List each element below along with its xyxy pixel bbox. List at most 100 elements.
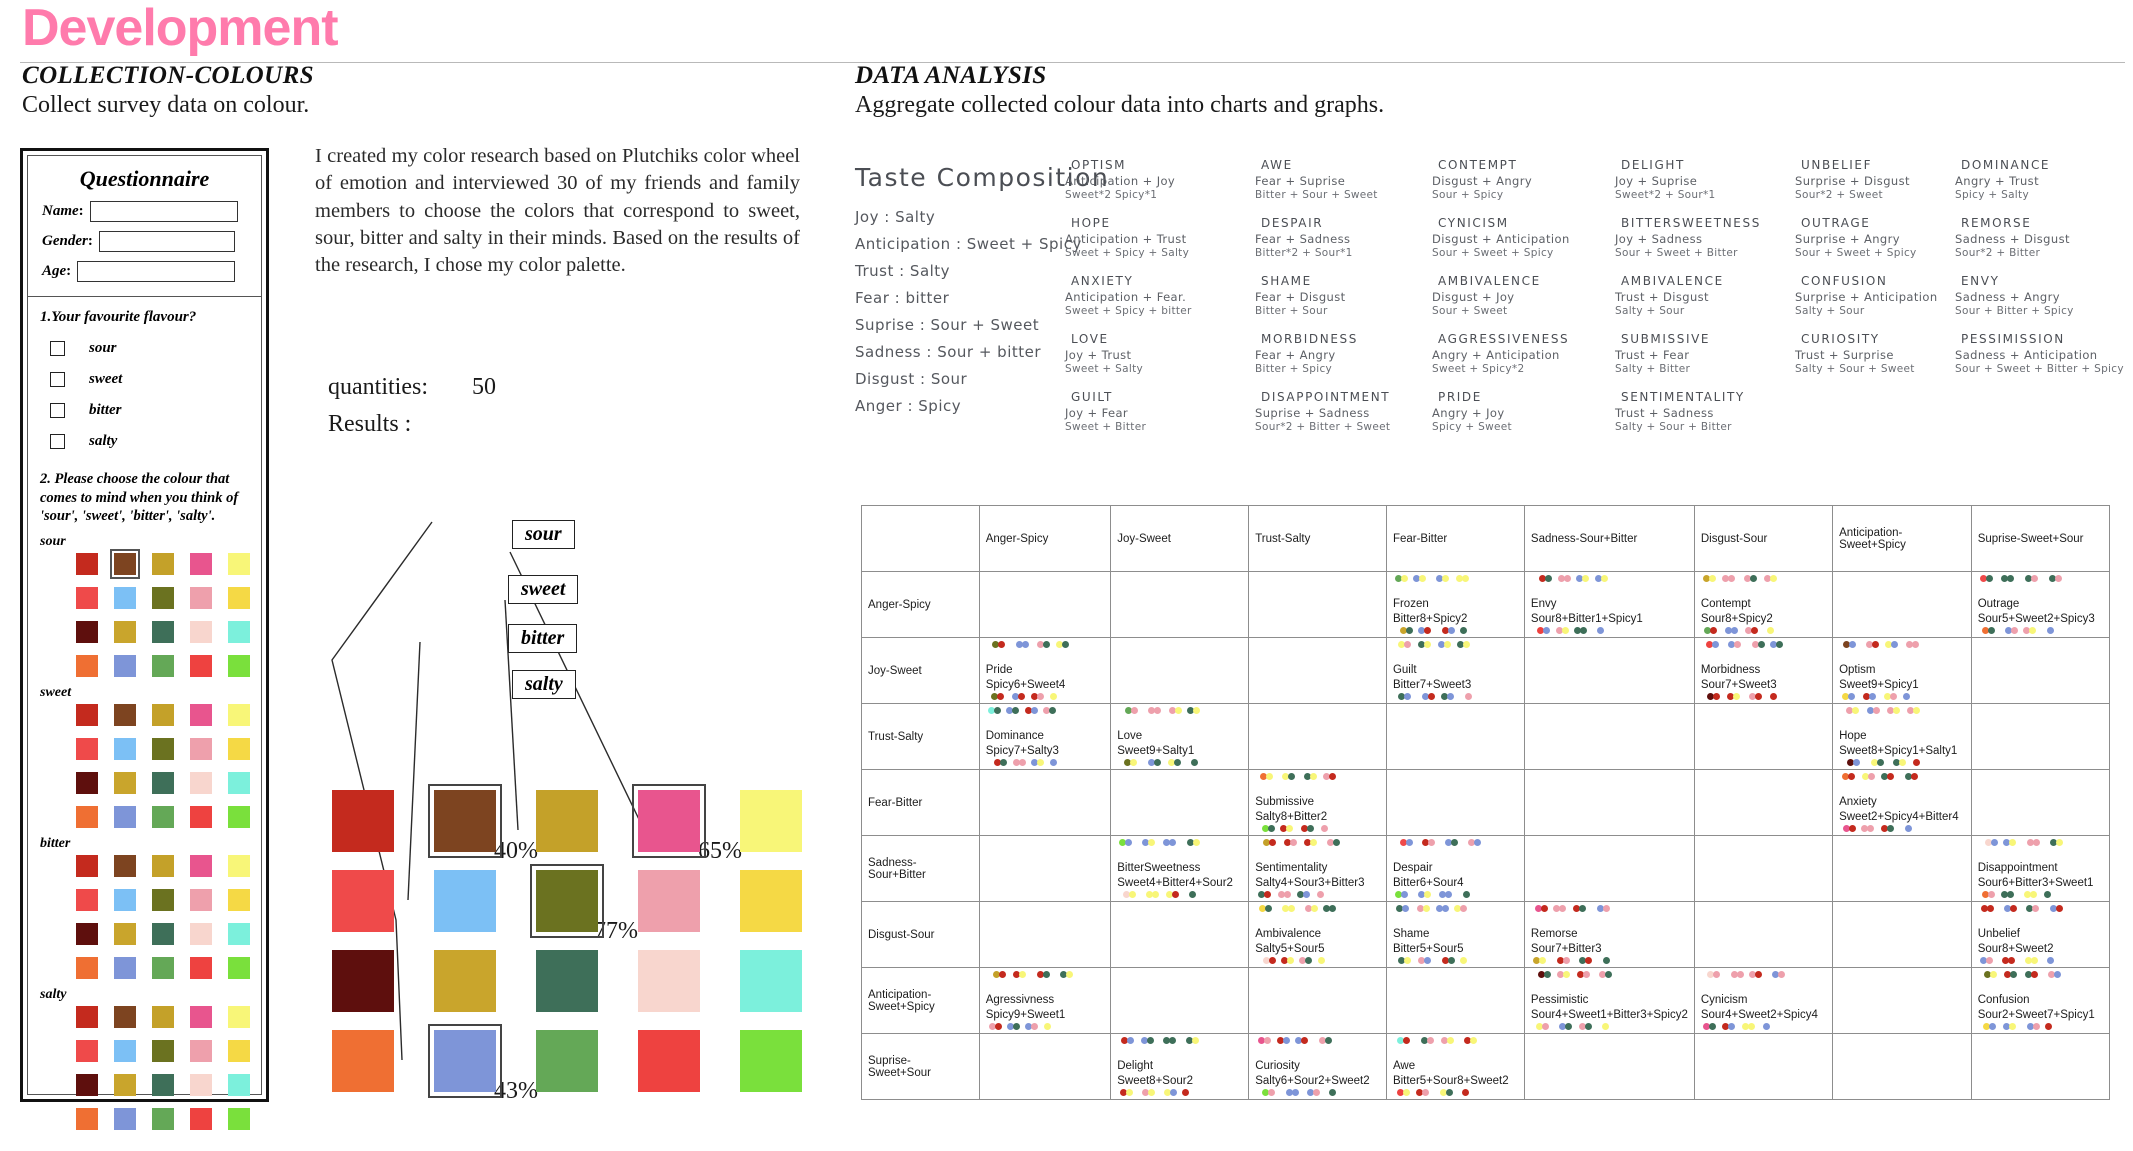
colour-swatch[interactable] xyxy=(228,771,250,794)
colour-swatch[interactable] xyxy=(152,805,174,828)
colour-swatch[interactable] xyxy=(190,771,212,794)
tree-node-sweet[interactable]: sweet xyxy=(508,575,579,604)
matrix-cell[interactable] xyxy=(978,1033,1112,1100)
age-field[interactable] xyxy=(77,261,236,282)
matrix-cell[interactable] xyxy=(1970,1033,2111,1100)
colour-swatch[interactable] xyxy=(228,586,250,609)
colour-swatch[interactable] xyxy=(114,771,136,794)
colour-swatch[interactable] xyxy=(114,854,136,877)
matrix-cell[interactable]: BitterSweetness Sweet4+Bitter4+Sour2 xyxy=(1110,835,1250,902)
matrix-cell[interactable]: Ambivalence Salty5+Sour5 xyxy=(1248,901,1387,968)
colour-swatch[interactable] xyxy=(114,888,136,911)
colour-swatch[interactable] xyxy=(114,1107,136,1130)
colour-swatch[interactable] xyxy=(76,771,98,794)
palette-swatch[interactable] xyxy=(638,1030,700,1092)
matrix-cell[interactable]: Unbelief Sour8+Sweet2 xyxy=(1970,901,2111,968)
palette-swatch[interactable] xyxy=(332,1030,394,1092)
palette-swatch[interactable] xyxy=(536,1030,598,1092)
colour-swatch[interactable] xyxy=(190,1005,212,1028)
colour-swatch[interactable] xyxy=(152,654,174,677)
gender-field[interactable] xyxy=(98,231,235,252)
matrix-cell[interactable] xyxy=(1693,769,1834,836)
colour-swatch[interactable] xyxy=(76,922,98,945)
matrix-cell[interactable] xyxy=(1970,769,2111,836)
palette-swatch[interactable] xyxy=(428,784,502,858)
matrix-cell[interactable] xyxy=(1385,769,1525,836)
matrix-cell[interactable] xyxy=(1110,967,1250,1034)
colour-swatch[interactable] xyxy=(76,552,98,575)
matrix-cell[interactable] xyxy=(1693,901,1834,968)
matrix-cell[interactable]: Pessimistic Sour4+Sweet1+Bitter3+Spicy2 xyxy=(1523,967,1695,1034)
colour-swatch[interactable] xyxy=(228,620,250,643)
flavour-option-salty[interactable]: salty xyxy=(50,433,261,450)
matrix-cell[interactable]: Curiosity Salty6+Sour2+Sweet2 xyxy=(1248,1033,1387,1100)
matrix-cell[interactable]: Pride Spicy6+Sweet4 xyxy=(978,637,1112,704)
colour-swatch[interactable] xyxy=(152,552,174,575)
matrix-cell[interactable]: Morbidness Sour7+Sweet3 xyxy=(1693,637,1834,704)
colour-swatch[interactable] xyxy=(190,1073,212,1096)
colour-swatch[interactable] xyxy=(228,1073,250,1096)
name-field[interactable] xyxy=(89,201,238,222)
matrix-cell[interactable] xyxy=(978,571,1112,638)
matrix-cell[interactable]: Anxiety Sweet2+Spicy4+Bitter4 xyxy=(1832,769,1972,836)
colour-swatch[interactable] xyxy=(76,956,98,979)
matrix-cell[interactable] xyxy=(1970,703,2111,770)
matrix-cell[interactable] xyxy=(1693,703,1834,770)
colour-swatch[interactable] xyxy=(114,1073,136,1096)
tree-node-salty[interactable]: salty xyxy=(512,670,576,699)
matrix-cell[interactable] xyxy=(1523,769,1695,836)
colour-swatch[interactable] xyxy=(152,737,174,760)
colour-swatch[interactable] xyxy=(114,1005,136,1028)
colour-swatch[interactable] xyxy=(152,854,174,877)
matrix-cell[interactable] xyxy=(1523,1033,1695,1100)
palette-swatch[interactable] xyxy=(530,864,604,938)
palette-swatch[interactable] xyxy=(740,870,802,932)
matrix-cell[interactable] xyxy=(1832,901,1972,968)
matrix-cell[interactable]: Love Sweet9+Salty1 xyxy=(1110,703,1250,770)
colour-swatch[interactable] xyxy=(76,1107,98,1130)
checkbox-salty[interactable] xyxy=(50,434,65,449)
colour-swatch[interactable] xyxy=(152,703,174,726)
colour-swatch[interactable] xyxy=(228,805,250,828)
colour-swatch[interactable] xyxy=(228,654,250,677)
palette-swatch[interactable] xyxy=(740,790,802,852)
matrix-cell[interactable] xyxy=(1523,835,1695,902)
matrix-cell[interactable] xyxy=(1693,835,1834,902)
checkbox-sour[interactable] xyxy=(50,341,65,356)
colour-swatch[interactable] xyxy=(76,737,98,760)
palette-swatch[interactable] xyxy=(638,950,700,1012)
matrix-cell[interactable] xyxy=(1693,1033,1834,1100)
colour-swatch[interactable] xyxy=(190,854,212,877)
colour-swatch[interactable] xyxy=(152,620,174,643)
matrix-cell[interactable] xyxy=(978,835,1112,902)
colour-swatch[interactable] xyxy=(190,1039,212,1062)
colour-swatch[interactable] xyxy=(114,956,136,979)
colour-swatch[interactable] xyxy=(228,737,250,760)
colour-swatch[interactable] xyxy=(152,1073,174,1096)
matrix-cell[interactable] xyxy=(1832,1033,1972,1100)
colour-swatch[interactable] xyxy=(190,922,212,945)
colour-swatch[interactable] xyxy=(152,956,174,979)
palette-swatch[interactable] xyxy=(332,870,394,932)
checkbox-bitter[interactable] xyxy=(50,403,65,418)
colour-swatch[interactable] xyxy=(228,1005,250,1028)
colour-swatch[interactable] xyxy=(228,703,250,726)
matrix-cell[interactable]: Guilt Bitter7+Sweet3 xyxy=(1385,637,1525,704)
palette-swatch[interactable] xyxy=(638,870,700,932)
colour-swatch[interactable] xyxy=(190,620,212,643)
matrix-cell[interactable] xyxy=(1523,703,1695,770)
matrix-cell[interactable]: Delight Sweet8+Sour2 xyxy=(1110,1033,1250,1100)
colour-swatch[interactable] xyxy=(228,552,250,575)
matrix-cell[interactable] xyxy=(978,769,1112,836)
matrix-cell[interactable] xyxy=(978,901,1112,968)
colour-swatch[interactable] xyxy=(114,586,136,609)
matrix-cell[interactable] xyxy=(1248,571,1387,638)
colour-swatch[interactable] xyxy=(190,654,212,677)
matrix-cell[interactable]: Frozen Bitter8+Spicy2 xyxy=(1385,571,1525,638)
palette-swatch[interactable] xyxy=(536,950,598,1012)
colour-swatch[interactable] xyxy=(190,737,212,760)
colour-swatch[interactable] xyxy=(76,1073,98,1096)
colour-swatch[interactable] xyxy=(76,654,98,677)
colour-swatch[interactable] xyxy=(76,854,98,877)
colour-swatch[interactable] xyxy=(152,771,174,794)
